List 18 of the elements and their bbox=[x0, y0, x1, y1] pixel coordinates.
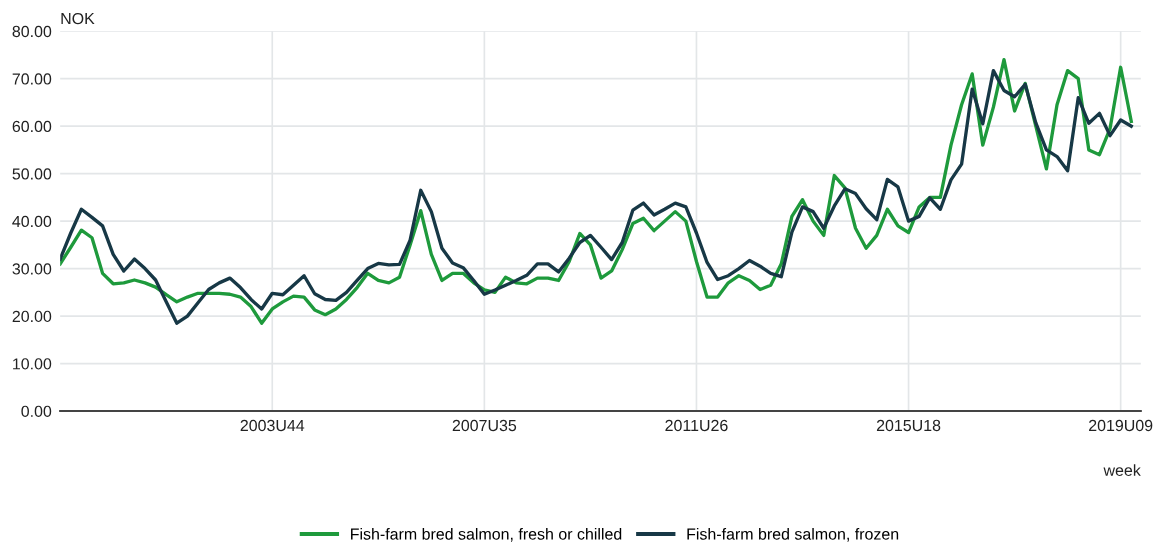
x-tick-label: 2003U44 bbox=[240, 419, 305, 432]
y-axis-title: NOK bbox=[61, 12, 95, 25]
y-tick-label: 30.00 bbox=[12, 263, 52, 275]
legend-label: Fish-farm bred salmon, frozen bbox=[687, 528, 899, 542]
y-tick-label: 70.00 bbox=[12, 73, 52, 85]
y-tick-label: 80.00 bbox=[12, 25, 52, 38]
y-tick-label: 40.00 bbox=[12, 215, 52, 228]
y-tick-label: 20.00 bbox=[12, 310, 52, 323]
y-tick-label: 50.00 bbox=[12, 168, 52, 180]
x-tick-label: 2007U35 bbox=[452, 419, 517, 432]
x-axis-title: week bbox=[1103, 464, 1141, 476]
y-tick-label: 10.00 bbox=[13, 358, 52, 370]
y-tick-label: 60.00 bbox=[12, 120, 52, 133]
x-tick-label: 2019U09 bbox=[1089, 419, 1153, 432]
x-tick-label: 2011U26 bbox=[665, 419, 728, 432]
legend-label: Fish-farm bred salmon, fresh or chilled bbox=[351, 528, 622, 542]
y-tick-label: 0.00 bbox=[21, 405, 52, 418]
x-tick-label: 2015U18 bbox=[876, 419, 941, 432]
